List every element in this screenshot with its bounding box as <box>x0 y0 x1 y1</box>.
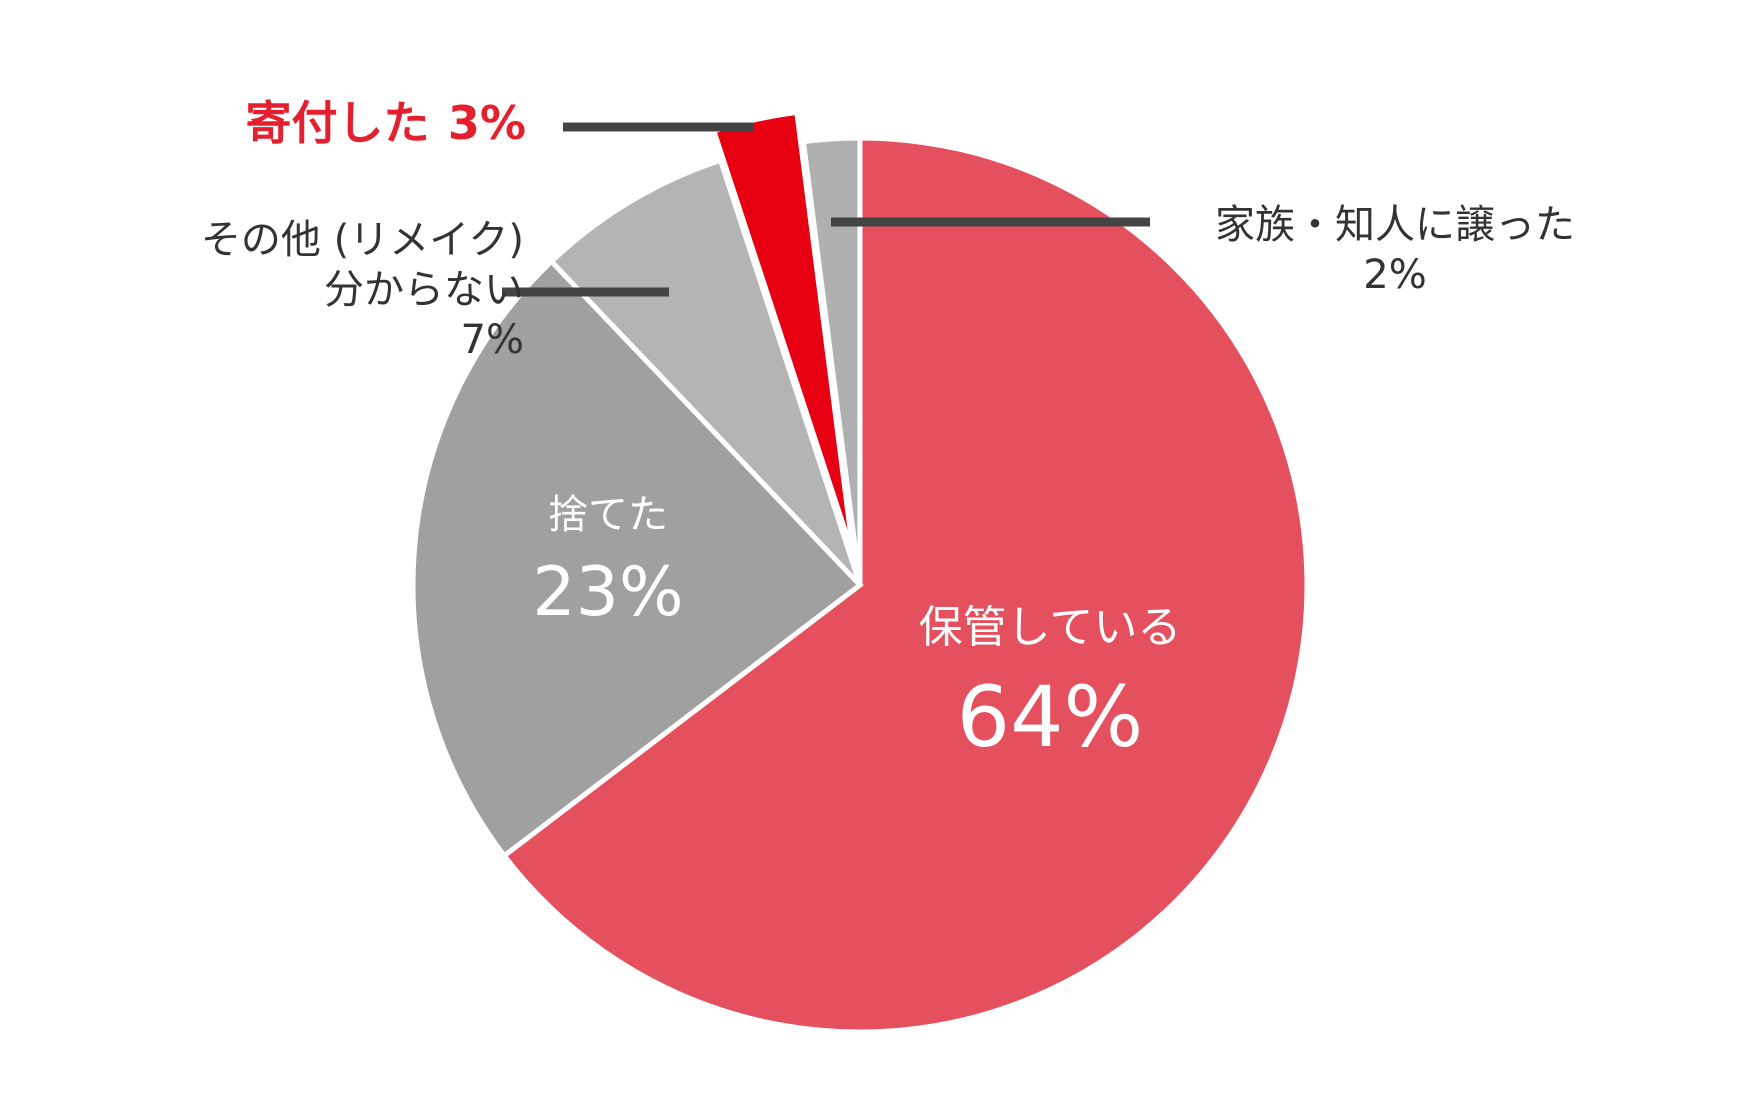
category-label: 保管している <box>918 602 1182 653</box>
slice-label: 保管している 64% <box>900 600 1200 770</box>
value-label: 2% <box>1363 252 1427 298</box>
slice-label: 家族・知人に譲った 2% <box>1170 200 1620 300</box>
pie-slice <box>410 257 864 860</box>
category-label: 寄付した <box>245 96 430 150</box>
category-label: 捨てた <box>548 492 668 538</box>
value-label: 23% <box>532 553 684 632</box>
pie-slice <box>548 157 863 587</box>
pie-slice <box>800 135 863 586</box>
slice-label: 捨てた 23% <box>458 490 758 635</box>
category-label: その他 (リメイク) 分からない <box>200 217 524 313</box>
value-label: 7% <box>460 317 524 363</box>
slice-label: 寄付した 3% <box>100 95 527 153</box>
slice-label: その他 (リメイク) 分からない 7% <box>100 215 524 365</box>
category-label: 家族・知人に譲った <box>1215 202 1575 248</box>
value-label: 64% <box>956 668 1144 766</box>
value-label: 3% <box>447 96 526 150</box>
slices <box>410 109 1310 1035</box>
